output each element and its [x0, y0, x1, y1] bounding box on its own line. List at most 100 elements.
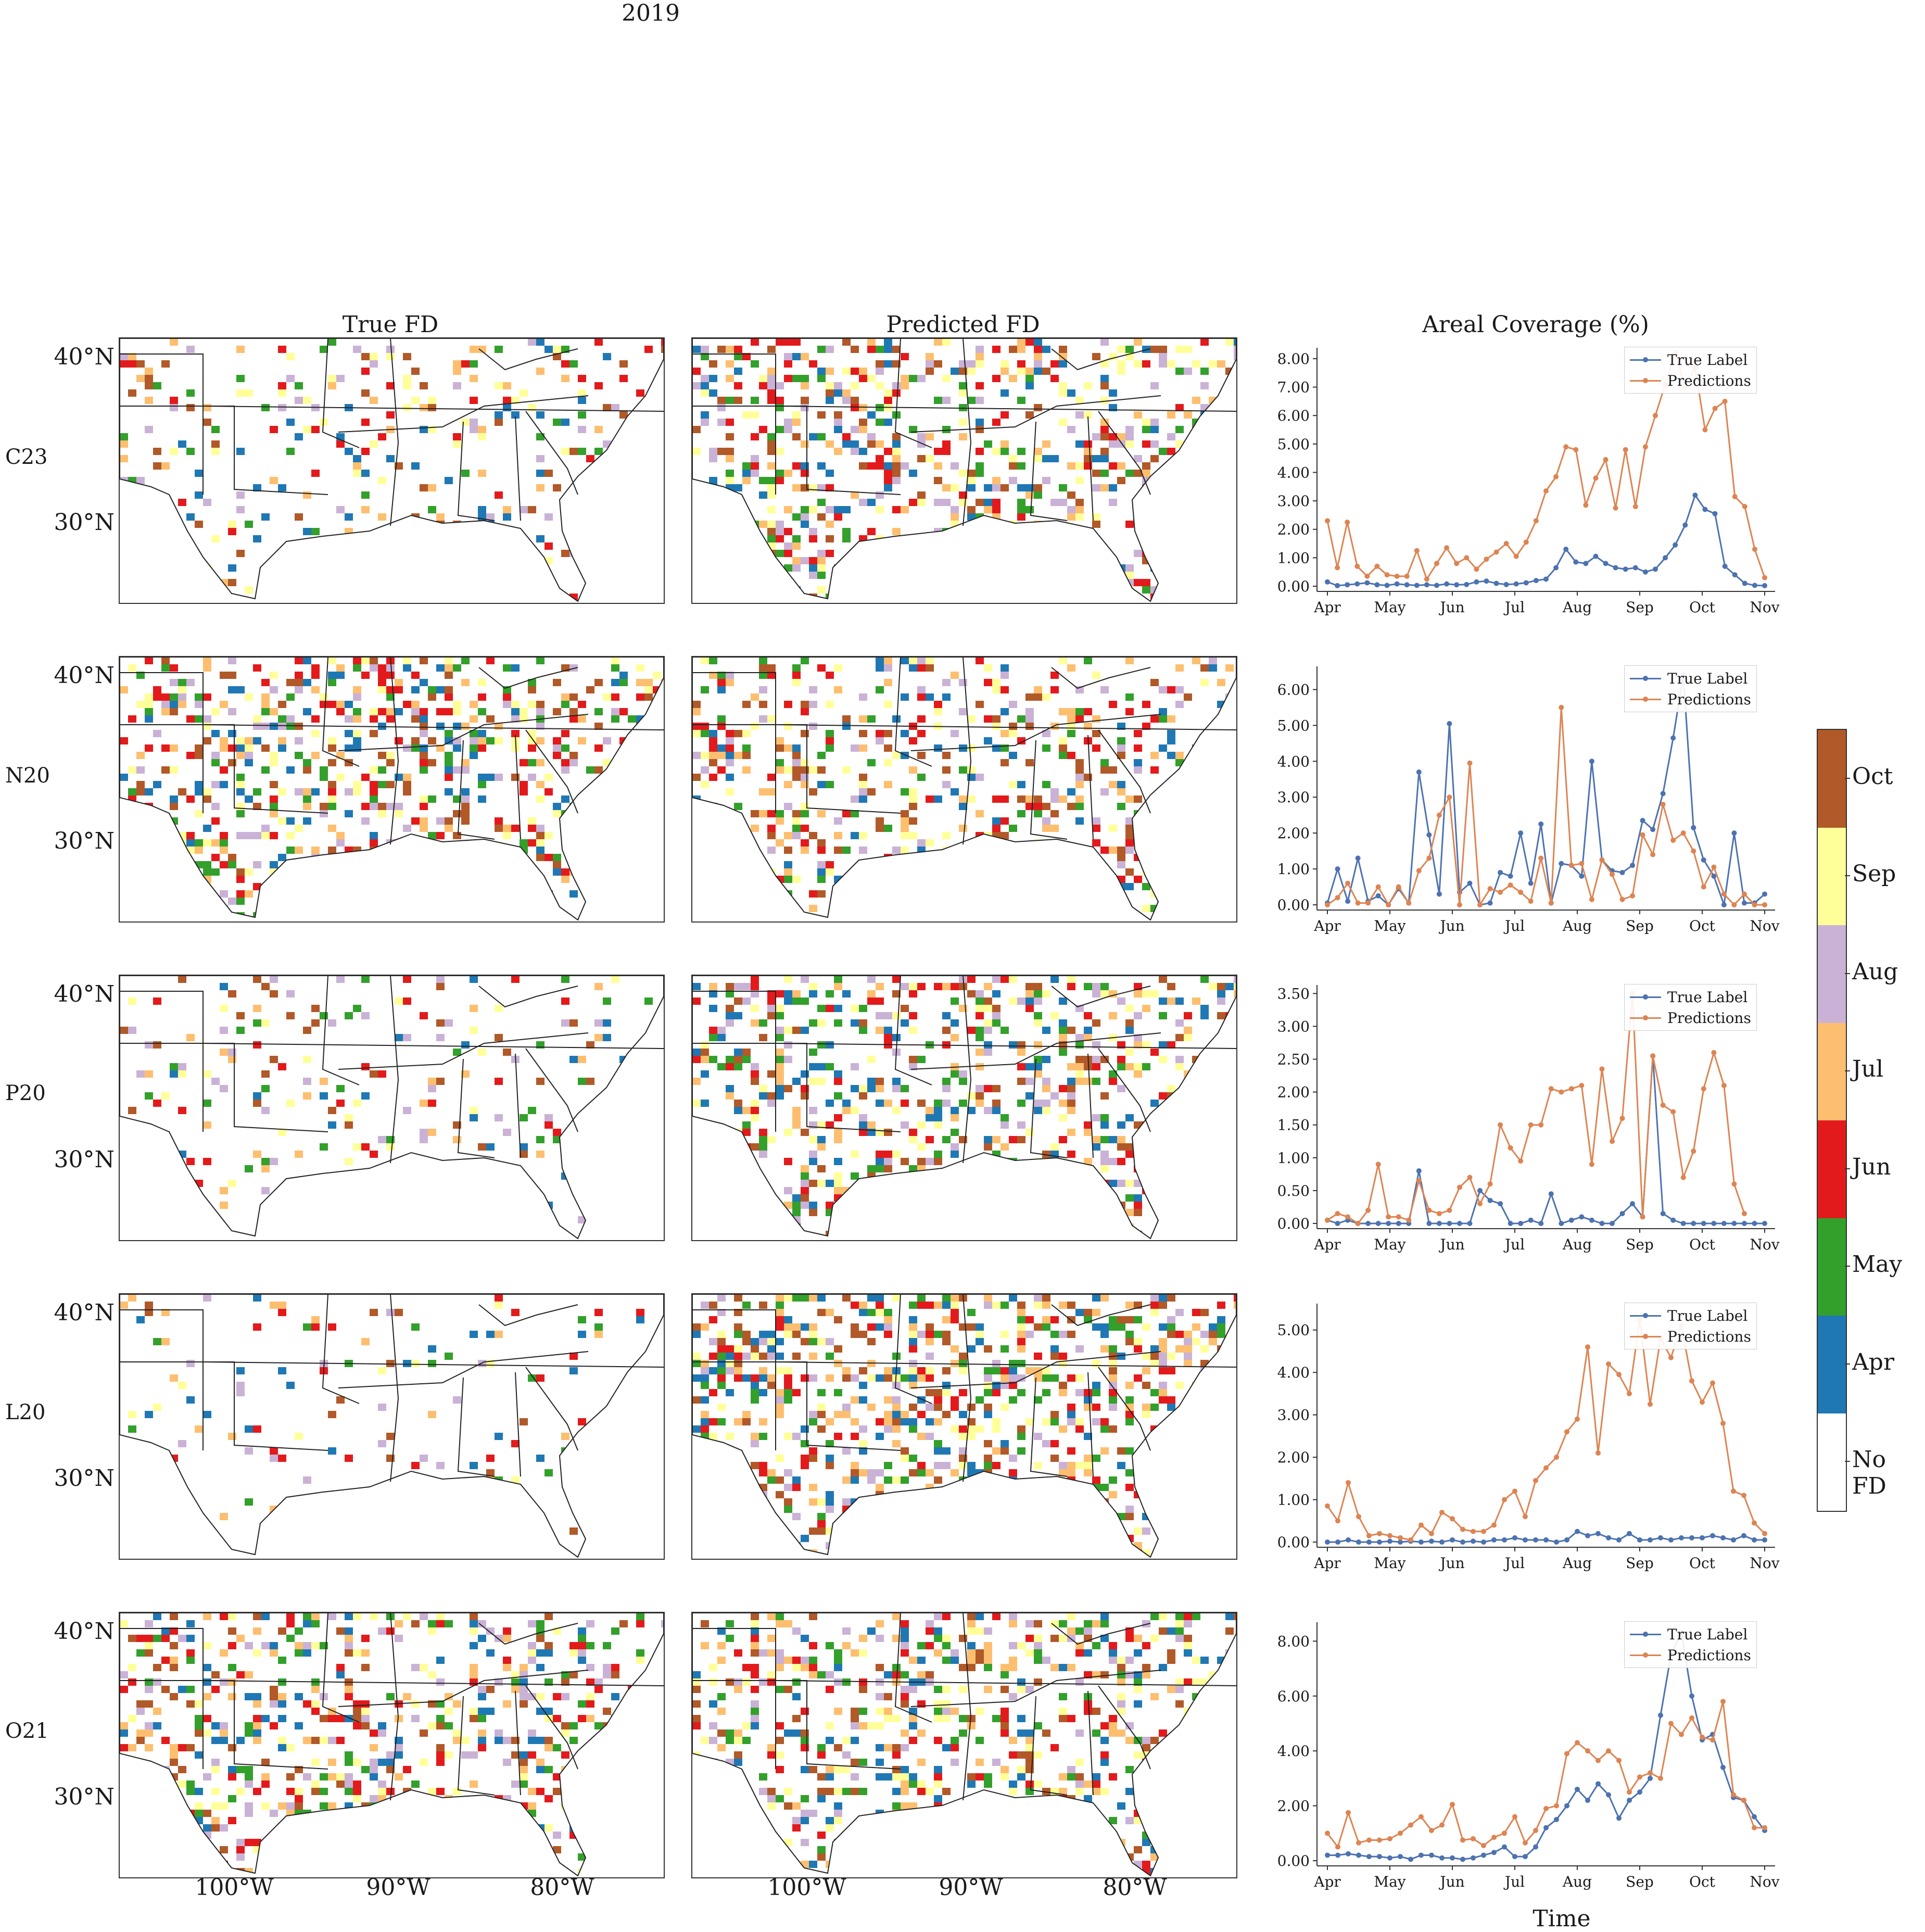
data-point — [1377, 1837, 1382, 1842]
data-point — [1386, 902, 1391, 907]
data-point — [1424, 576, 1429, 582]
data-point — [1661, 1103, 1666, 1108]
data-point — [1335, 1845, 1340, 1850]
data-point — [1523, 1840, 1528, 1846]
data-point — [1365, 901, 1371, 906]
data-point — [1325, 518, 1330, 523]
data-point — [1701, 857, 1706, 863]
data-point — [1575, 1740, 1580, 1745]
data-point — [1583, 561, 1588, 566]
data-point — [1554, 1539, 1559, 1545]
true-fd-map-p20 — [119, 975, 665, 1241]
data-point — [1524, 580, 1529, 585]
data-point — [1593, 554, 1598, 559]
x-tick-label-jun: Jun — [1438, 917, 1464, 935]
row-label-p20: P20 — [5, 1081, 46, 1105]
data-point — [1710, 1533, 1715, 1538]
data-point — [1538, 855, 1543, 861]
data-point — [1742, 581, 1747, 586]
data-point — [1356, 1514, 1361, 1519]
column-title-true-fd: True FD — [312, 311, 468, 338]
colorbar-label-may: May — [1852, 1251, 1902, 1278]
lat-label-40n: 40°N — [52, 1299, 115, 1326]
data-point — [1593, 475, 1598, 481]
data-point — [1569, 1218, 1574, 1223]
data-point — [1447, 794, 1452, 800]
data-point — [1599, 1066, 1604, 1071]
y-tick-label: 2.00 — [1277, 1798, 1310, 1815]
colorbar-label-sep: Sep — [1852, 861, 1896, 887]
data-point — [1386, 1214, 1391, 1219]
data-point — [1710, 1381, 1715, 1386]
lat-label-40n: 40°N — [52, 662, 115, 689]
data-point — [1549, 1086, 1554, 1091]
data-point — [1481, 1843, 1486, 1848]
data-point — [1498, 1122, 1503, 1128]
data-point — [1637, 1537, 1642, 1543]
data-point — [1508, 1145, 1513, 1151]
colorbar-tick — [1845, 1363, 1850, 1365]
data-point — [1534, 518, 1539, 523]
data-point — [1512, 1535, 1517, 1540]
series-line-true-label — [1327, 495, 1765, 586]
y-tick-label: 2.00 — [1277, 1084, 1310, 1101]
y-tick-label: 3.00 — [1277, 493, 1310, 510]
data-point — [1439, 1855, 1445, 1861]
data-point — [1460, 1527, 1465, 1532]
data-point — [1335, 1211, 1340, 1216]
data-point — [1528, 1218, 1534, 1223]
data-point — [1564, 1803, 1569, 1809]
data-point — [1471, 1529, 1476, 1534]
data-point — [1681, 830, 1686, 836]
data-point — [1387, 1538, 1392, 1544]
data-point — [1549, 1191, 1554, 1196]
predicted-fd-map-c23 — [691, 337, 1237, 604]
data-point — [1354, 582, 1360, 587]
data-point — [1467, 1221, 1472, 1226]
data-point — [1721, 891, 1727, 896]
data-point — [1710, 1737, 1715, 1742]
data-point — [1533, 1537, 1538, 1543]
row-label-o21: O21 — [5, 1719, 49, 1743]
x-tick-label-oct: Oct — [1689, 1873, 1716, 1890]
data-point — [1564, 1751, 1569, 1756]
data-point — [1365, 1208, 1371, 1213]
x-tick-label-apr: Apr — [1313, 1236, 1341, 1253]
row-label-c23: C23 — [5, 445, 48, 469]
y-tick-label: 0.00 — [1277, 896, 1310, 914]
series-line-predictions — [1327, 708, 1765, 905]
x-tick-label-nov: Nov — [1750, 1555, 1779, 1572]
lat-label-40n: 40°N — [52, 1618, 115, 1645]
data-point — [1416, 769, 1422, 775]
data-point — [1752, 1221, 1757, 1226]
y-tick-label: 3.50 — [1277, 985, 1310, 1002]
data-point — [1376, 885, 1381, 890]
data-point — [1653, 566, 1658, 572]
data-point — [1637, 1774, 1642, 1779]
data-point — [1523, 1537, 1528, 1543]
data-point — [1563, 444, 1568, 449]
data-point — [1439, 1822, 1445, 1827]
colorbar-label-no-fd: No FD — [1852, 1446, 1925, 1499]
x-tick-label-may: May — [1374, 1555, 1405, 1572]
data-point — [1491, 1850, 1497, 1855]
data-point — [1762, 575, 1767, 580]
data-point — [1673, 542, 1678, 548]
predicted-fd-map-l20 — [691, 1293, 1237, 1560]
data-point — [1518, 830, 1523, 836]
y-tick-label: 5.00 — [1277, 717, 1310, 734]
data-point — [1395, 582, 1400, 587]
data-point — [1543, 1806, 1549, 1811]
data-point — [1721, 1083, 1727, 1088]
data-point — [1426, 1221, 1432, 1226]
data-point — [1514, 554, 1519, 559]
data-point — [1346, 1851, 1351, 1857]
data-point — [1346, 1480, 1351, 1485]
data-point — [1374, 582, 1379, 587]
data-point — [1637, 1789, 1642, 1795]
x-tick-label-sep: Sep — [1626, 917, 1654, 935]
